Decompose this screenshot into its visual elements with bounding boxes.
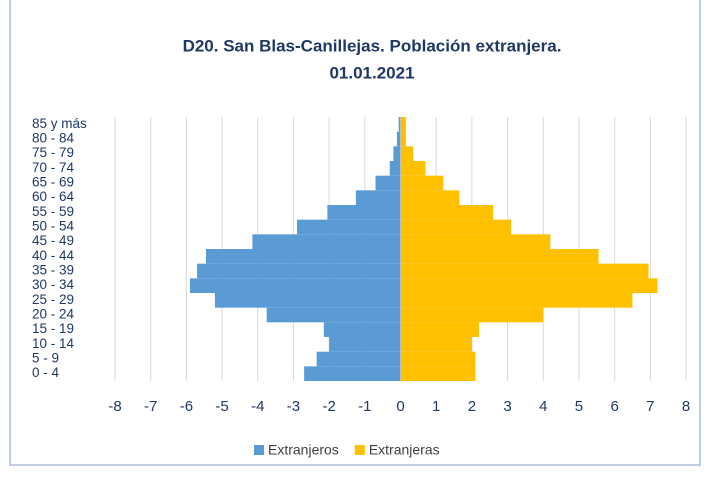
x-tick-label: -4 — [251, 398, 264, 415]
legend-swatch — [354, 445, 365, 455]
x-tick-label: -3 — [287, 398, 300, 415]
bar — [400, 322, 480, 337]
bar — [400, 146, 413, 161]
bar — [297, 219, 401, 235]
bar — [316, 351, 401, 367]
bar — [400, 366, 476, 381]
x-tick-label: 0 — [396, 398, 404, 415]
bar — [393, 146, 401, 161]
bar — [400, 249, 599, 264]
bar — [400, 190, 460, 205]
bar — [327, 205, 401, 220]
x-tick-label: -8 — [108, 398, 121, 415]
y-tick-label: 55 - 59 — [32, 204, 74, 219]
y-tick-label: 65 - 69 — [32, 175, 74, 190]
bar — [355, 190, 401, 205]
y-tick-label: 25 - 29 — [32, 292, 74, 307]
x-tick-label: 5 — [575, 398, 583, 415]
y-tick-label: 15 - 19 — [32, 321, 74, 336]
y-tick-label: 40 - 44 — [32, 248, 75, 263]
y-tick-label: 50 - 54 — [32, 219, 75, 234]
x-tick-label: 8 — [682, 398, 690, 415]
y-tick-label: 10 - 14 — [32, 336, 75, 351]
bar — [389, 161, 401, 176]
y-tick-label: 30 - 34 — [32, 277, 75, 292]
x-tick-label: 1 — [432, 398, 440, 415]
bar — [400, 161, 426, 176]
bar — [400, 205, 494, 220]
bar — [400, 263, 649, 279]
bar — [400, 337, 472, 352]
y-tick-label: 85 y más — [32, 116, 87, 131]
y-tick-label: 60 - 64 — [32, 189, 75, 204]
x-tick-label: -6 — [180, 398, 193, 415]
bar — [400, 278, 658, 293]
y-tick-label: 75 - 79 — [32, 145, 74, 160]
bar — [304, 366, 401, 381]
x-tick-label: -7 — [144, 398, 157, 415]
y-tick-label: 80 - 84 — [32, 131, 75, 146]
bar — [400, 219, 512, 235]
legend-swatch — [254, 445, 264, 455]
bar — [197, 263, 401, 279]
x-tick-label: 7 — [646, 398, 654, 415]
bar — [400, 117, 406, 132]
bar — [206, 249, 401, 264]
x-tick-label: 3 — [503, 398, 511, 415]
bar — [189, 278, 401, 293]
x-tick-label: 4 — [539, 398, 547, 415]
y-tick-label: 45 - 49 — [32, 233, 74, 248]
bar — [252, 234, 401, 249]
bar — [214, 293, 401, 308]
bar — [375, 175, 401, 191]
chart-title: D20. San Blas-Canillejas. Población extr… — [183, 36, 562, 55]
bar — [400, 131, 406, 147]
bar — [400, 307, 544, 323]
x-tick-label: -5 — [215, 398, 228, 415]
bar — [398, 117, 401, 132]
x-tick-label: -2 — [322, 398, 335, 415]
y-tick-label: 20 - 24 — [32, 307, 75, 322]
bar — [266, 307, 401, 323]
bar — [400, 351, 476, 367]
legend-label: Extranjeros — [268, 442, 339, 458]
chart-subtitle: 01.01.2021 — [329, 63, 414, 82]
bar — [400, 293, 633, 308]
legend-label: Extranjeras — [369, 442, 440, 458]
bar — [329, 337, 401, 352]
bar — [400, 234, 551, 249]
bar — [400, 175, 444, 191]
bar — [396, 131, 401, 147]
bar — [323, 322, 401, 337]
x-tick-label: 2 — [468, 398, 476, 415]
y-tick-label: 5 - 9 — [32, 351, 59, 366]
x-tick-label: 6 — [610, 398, 618, 415]
x-tick-label: -1 — [358, 398, 371, 415]
y-tick-label: 70 - 74 — [32, 160, 75, 175]
y-tick-label: 35 - 39 — [32, 263, 74, 278]
y-tick-label: 0 - 4 — [32, 365, 60, 380]
